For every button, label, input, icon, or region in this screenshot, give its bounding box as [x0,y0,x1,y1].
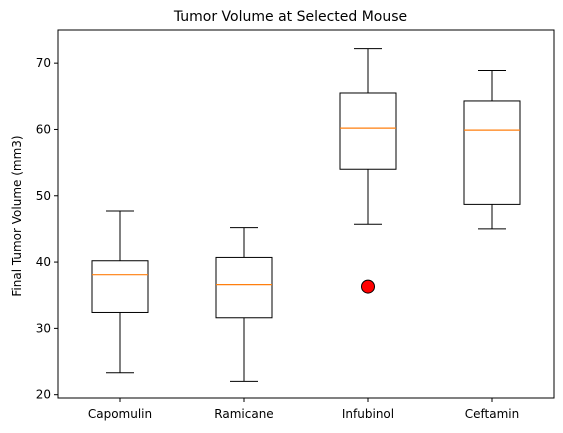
y-axis-label: Final Tumor Volume (mm3) [10,135,24,296]
axes-frame [57,29,555,399]
x-tick-label-ceftamin: Ceftamin [465,407,519,421]
x-tick-label-infubinol: Infubinol [342,407,394,421]
chart-title: Tumor Volume at Selected Mouse [173,9,407,25]
box-ceftamin [463,69,521,230]
outlier-marker [361,279,375,294]
y-tick-label: 70 [36,56,51,70]
y-tick-label: 20 [36,388,51,402]
iqr-box [91,260,149,313]
y-tick-label: 40 [36,255,51,269]
plot-area: 20 30 40 50 60 70 Capomulin Ramicane Infubinol Ce… [36,29,555,421]
box-ramicane [215,227,273,382]
box-capomulin [91,210,149,374]
y-tick-label: 50 [36,189,51,203]
iqr-box [339,92,397,170]
y-tick-label: 60 [36,122,51,136]
iqr-box [215,256,273,319]
x-tick-label-ramicane: Ramicane [214,407,273,421]
box-infubinol [339,48,397,294]
x-tick-label-capomulin: Capomulin [88,407,152,421]
y-tick-label: 30 [36,321,51,335]
iqr-box [463,100,521,205]
